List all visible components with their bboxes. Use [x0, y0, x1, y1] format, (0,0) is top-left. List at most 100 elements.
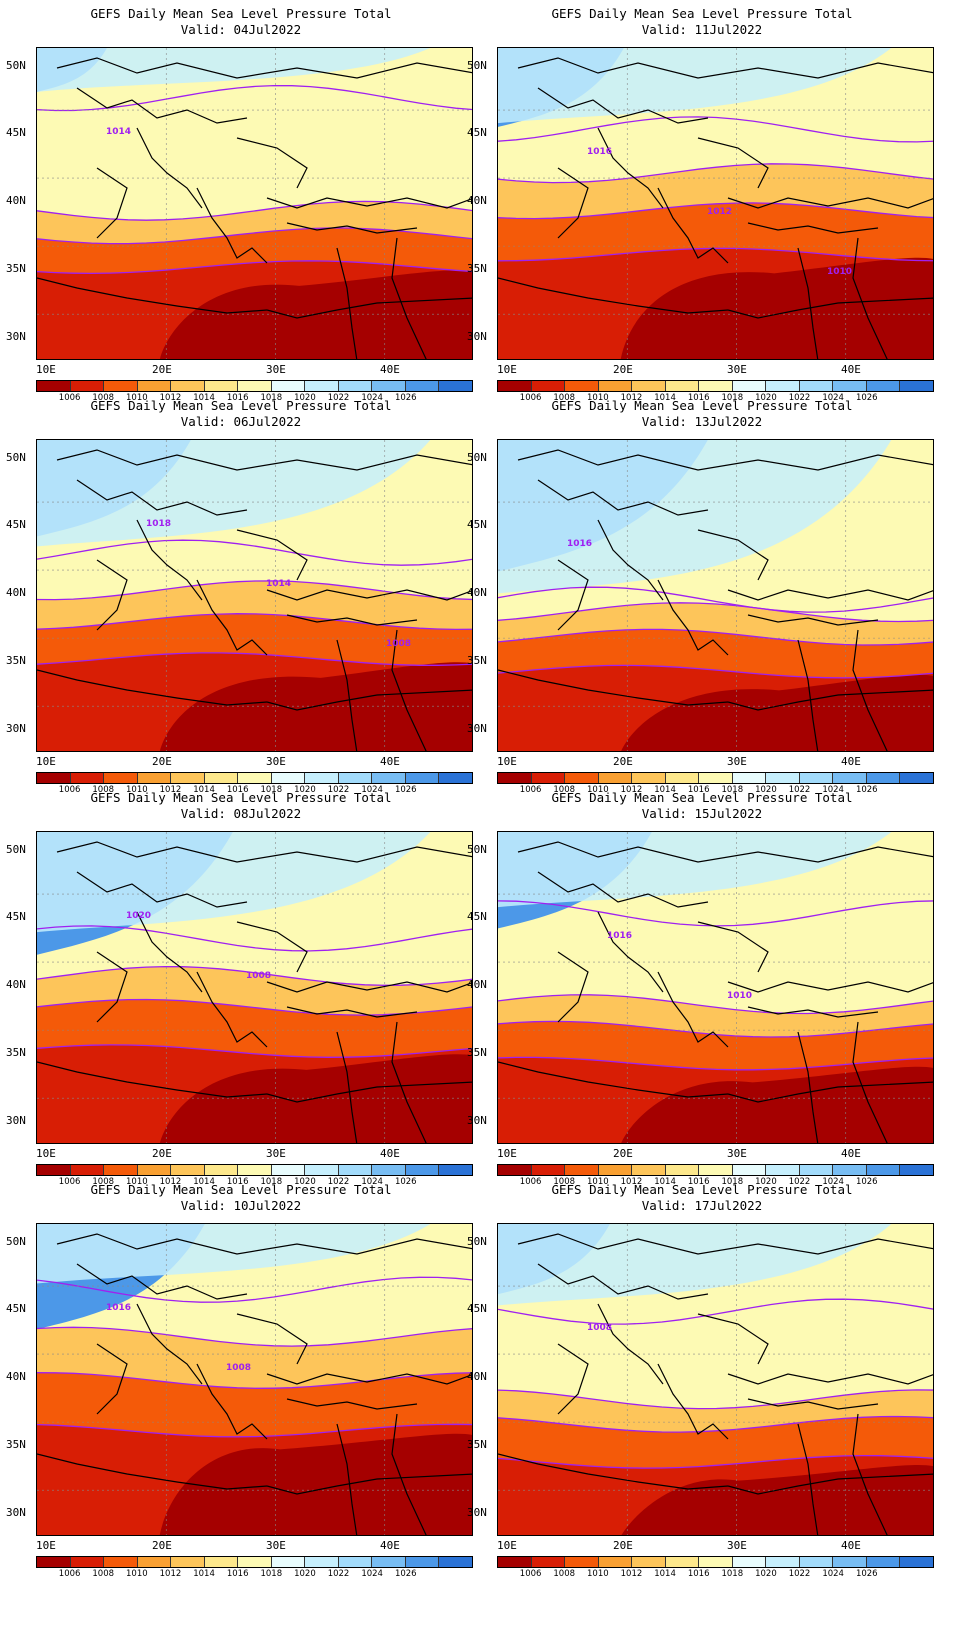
isobar-line — [498, 1389, 933, 1410]
lat-label: 35N — [467, 1046, 487, 1059]
map-title: GEFS Daily Mean Sea Level Pressure Total — [90, 398, 392, 413]
colorbar-swatch — [900, 1557, 933, 1567]
lon-label: 20E — [152, 1539, 172, 1552]
lon-label: 10E — [497, 1539, 517, 1552]
isobar-line — [498, 602, 933, 623]
isobar-line — [37, 925, 472, 952]
contour-label: 1016 — [106, 1303, 132, 1313]
colorbar-swatch — [37, 1165, 71, 1175]
lat-label: 30N — [467, 1114, 487, 1127]
colorbar-label: 1016 — [687, 785, 710, 795]
colorbar-label: 1014 — [193, 393, 215, 403]
lon-label: 10E — [36, 755, 56, 768]
lat-label: 30N — [6, 330, 26, 343]
lat-label: 30N — [6, 1506, 26, 1519]
colorbar-label: 1022 — [327, 785, 350, 795]
colorbar-swatch — [171, 1557, 205, 1567]
colorbar-label: 1012 — [620, 1569, 643, 1579]
colorbar-swatch — [866, 773, 901, 783]
lat-label: 45N — [6, 518, 26, 531]
map-valid-date: Valid: 10Jul2022 — [180, 1198, 302, 1213]
map-canvas — [37, 1224, 472, 1535]
colorbar-swatch — [799, 773, 834, 783]
lon-label: 30E — [727, 1147, 747, 1160]
lat-label: 50N — [6, 1235, 26, 1248]
colorbar-swatch — [766, 1165, 800, 1175]
colorbar — [497, 1164, 934, 1176]
lat-label: 50N — [6, 59, 26, 72]
colorbar-label: 1024 — [822, 1177, 844, 1187]
colorbar-label: 1018 — [721, 785, 744, 795]
lat-label: 45N — [467, 1302, 487, 1315]
isobar-line — [37, 965, 472, 986]
colorbar-label: 1022 — [788, 1569, 811, 1579]
map-valid-date: Valid: 13Jul2022 — [641, 414, 763, 429]
lat-label: 40N — [6, 194, 26, 207]
lon-label: 30E — [266, 1539, 286, 1552]
lon-label: 40E — [380, 755, 400, 768]
map-area — [36, 47, 473, 360]
pressure-map-panel: GEFS Daily Mean Sea Level Pressure Total… — [461, 784, 943, 1194]
colorbar-swatch — [699, 1557, 733, 1567]
isobar-line — [498, 202, 933, 220]
isobar-line — [37, 84, 472, 112]
map-title: GEFS Daily Mean Sea Level Pressure Total — [90, 790, 392, 805]
isobar-line — [498, 116, 933, 143]
colorbar-swatch — [799, 1165, 834, 1175]
colorbar-swatch — [632, 773, 666, 783]
colorbar-label: 1024 — [822, 785, 844, 795]
colorbar-label: 1006 — [58, 785, 81, 795]
colorbar-label: 1020 — [294, 1569, 316, 1579]
isobar-line — [37, 1044, 472, 1058]
colorbar-label: 1006 — [58, 1569, 81, 1579]
colorbar-swatch — [732, 1165, 767, 1175]
colorbar-label: 1010 — [126, 393, 148, 403]
lon-label: 40E — [841, 1147, 861, 1160]
colorbar-swatch — [833, 1165, 867, 1175]
lon-label: 10E — [36, 1539, 56, 1552]
colorbar-label: 1022 — [788, 393, 811, 403]
colorbar-label: 1006 — [58, 1177, 81, 1187]
lat-label: 50N — [467, 1235, 487, 1248]
colorbar-label: 1026 — [394, 1569, 417, 1579]
colorbar-label: 1008 — [92, 785, 115, 795]
colorbar-label: 1014 — [654, 785, 676, 795]
contour-label: 1010 — [827, 267, 853, 277]
colorbar-label: 1024 — [361, 785, 383, 795]
colorbar-label: 1012 — [159, 393, 182, 403]
colorbar-swatch — [498, 1165, 532, 1175]
colorbar-swatch — [238, 1165, 272, 1175]
lon-label: 20E — [152, 1147, 172, 1160]
isobar-line — [37, 1326, 472, 1347]
colorbar-swatch — [866, 1165, 901, 1175]
colorbar-swatch — [833, 1557, 867, 1567]
band-mid-high — [498, 1224, 892, 1306]
map-area — [36, 439, 473, 752]
isobar-line — [498, 994, 933, 1015]
colorbar-swatch — [338, 773, 373, 783]
colorbar-label: 1010 — [587, 785, 609, 795]
lat-label: 35N — [6, 654, 26, 667]
lon-label: 20E — [613, 1147, 633, 1160]
map-valid-date: Valid: 15Jul2022 — [641, 806, 763, 821]
band-mid-high — [498, 832, 892, 908]
colorbar-label: 1006 — [519, 393, 542, 403]
colorbar-swatch — [598, 1557, 633, 1567]
lon-label: 40E — [841, 363, 861, 376]
lat-label: 50N — [467, 59, 487, 72]
colorbar-swatch — [104, 1557, 138, 1567]
colorbar-swatch — [372, 381, 406, 391]
colorbar-swatch — [271, 1557, 306, 1567]
colorbar-swatch — [699, 381, 733, 391]
colorbar-swatch — [439, 773, 472, 783]
map-area — [36, 1223, 473, 1536]
colorbar-label: 1016 — [687, 1569, 710, 1579]
colorbar-swatch — [799, 1557, 834, 1567]
colorbar-label: 1008 — [92, 1177, 115, 1187]
colorbar-label: 1016 — [687, 1177, 710, 1187]
lat-label: 40N — [6, 586, 26, 599]
isobar-line — [37, 1276, 472, 1303]
lat-label: 40N — [467, 978, 487, 991]
map-area — [497, 831, 934, 1144]
colorbar-label: 1014 — [193, 785, 215, 795]
